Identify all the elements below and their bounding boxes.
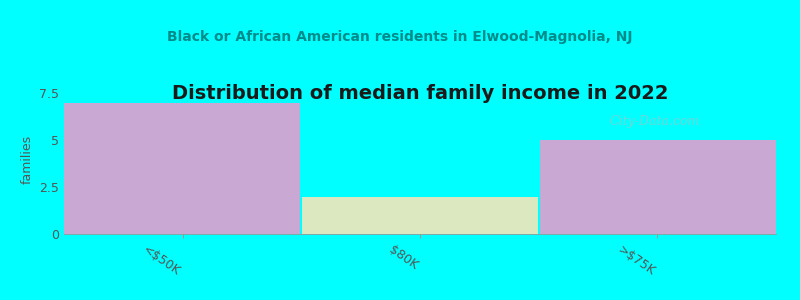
Text: City-Data.com: City-Data.com (610, 115, 700, 128)
Bar (302, 196, 538, 234)
Bar (64, 103, 302, 234)
Bar (538, 140, 776, 234)
Text: Black or African American residents in Elwood-Magnolia, NJ: Black or African American residents in E… (167, 30, 633, 44)
Text: Distribution of median family income in 2022: Distribution of median family income in … (172, 84, 668, 103)
Y-axis label: families: families (21, 134, 34, 184)
